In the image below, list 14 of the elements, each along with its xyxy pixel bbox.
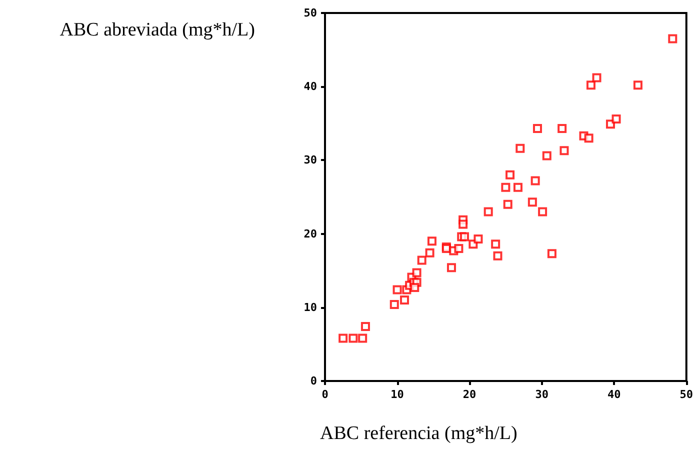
x-tick-label: 10 bbox=[390, 388, 404, 401]
x-tick-label: 0 bbox=[322, 388, 328, 401]
x-axis-title: ABC referencia (mg*h/L) bbox=[320, 423, 518, 444]
y-tick-label: 10 bbox=[304, 300, 317, 314]
y-tick-label: 20 bbox=[304, 227, 317, 240]
y-tick-label: 40 bbox=[304, 80, 317, 94]
x-tick-label: 30 bbox=[535, 388, 548, 401]
y-tick-label: 0 bbox=[310, 374, 317, 388]
y-axis-title: ABC abreviada (mg*h/L) bbox=[60, 20, 255, 40]
y-tick-label: 30 bbox=[304, 154, 317, 167]
x-tick-label: 20 bbox=[462, 388, 476, 401]
y-tick-label: 50 bbox=[304, 6, 317, 20]
x-tick-label: 50 bbox=[680, 388, 693, 401]
x-tick-label: 40 bbox=[607, 388, 621, 401]
